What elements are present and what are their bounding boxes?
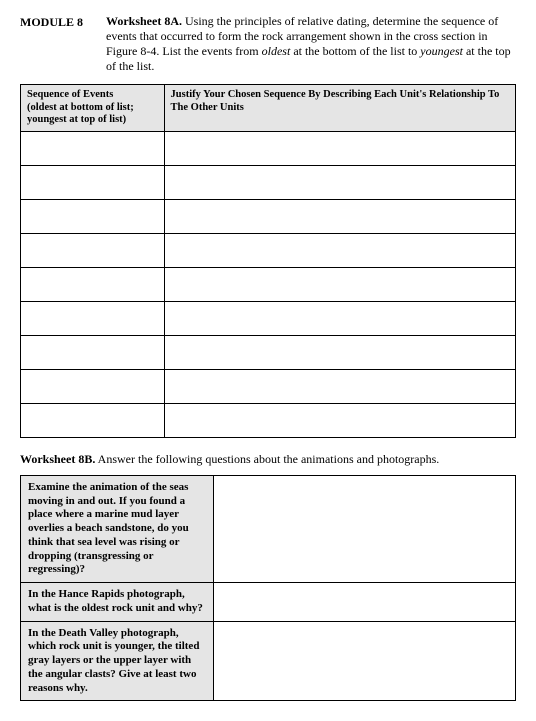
table-row <box>21 199 516 233</box>
question-1: Examine the animation of the seas moving… <box>21 475 214 582</box>
seq-cell[interactable] <box>21 369 165 403</box>
table-row <box>21 267 516 301</box>
table-row: In the Death Valley photograph, which ro… <box>21 621 516 701</box>
answer-cell-3[interactable] <box>214 621 516 701</box>
worksheet-b-instructions: Worksheet 8B. Answer the following quest… <box>20 452 516 467</box>
answer-cell-1[interactable] <box>214 475 516 582</box>
justify-cell[interactable] <box>164 335 515 369</box>
justify-cell[interactable] <box>164 199 515 233</box>
table-row <box>21 335 516 369</box>
questions-table: Examine the animation of the seas moving… <box>20 475 516 702</box>
question-2: In the Hance Rapids photograph, what is … <box>21 583 214 622</box>
question-3: In the Death Valley photograph, which ro… <box>21 621 214 701</box>
seq-cell[interactable] <box>21 301 165 335</box>
sequence-table: Sequence of Events (oldest at bottom of … <box>20 84 516 438</box>
justify-cell[interactable] <box>164 369 515 403</box>
seq-cell[interactable] <box>21 233 165 267</box>
justify-cell[interactable] <box>164 233 515 267</box>
justify-cell[interactable] <box>164 131 515 165</box>
tableA-body <box>21 131 516 437</box>
tableA-header-left-line1: Sequence of Events <box>27 89 113 100</box>
table-row: Examine the animation of the seas moving… <box>21 475 516 582</box>
tableA-header-right: Justify Your Chosen Sequence By Describi… <box>164 85 515 132</box>
instr-youngest: youngest <box>420 44 463 58</box>
table-row <box>21 131 516 165</box>
seq-cell[interactable] <box>21 165 165 199</box>
justify-cell[interactable] <box>164 403 515 437</box>
instr-oldest: oldest <box>262 44 291 58</box>
seq-cell[interactable] <box>21 267 165 301</box>
tableA-header-left: Sequence of Events (oldest at bottom of … <box>21 85 165 132</box>
justify-cell[interactable] <box>164 165 515 199</box>
seq-cell[interactable] <box>21 199 165 233</box>
worksheet-header: MODULE 8 Worksheet 8A. Using the princip… <box>20 14 516 74</box>
tableA-header-left-line2: (oldest at bottom of list; youngest at t… <box>27 102 134 126</box>
worksheet-a-instructions: Worksheet 8A. Using the principles of re… <box>106 14 516 74</box>
table-row <box>21 165 516 199</box>
worksheet-b-text: Answer the following questions about the… <box>95 452 439 466</box>
table-row <box>21 403 516 437</box>
justify-cell[interactable] <box>164 267 515 301</box>
instr-part-2: at the bottom of the list to <box>290 44 420 58</box>
table-row <box>21 301 516 335</box>
table-row <box>21 369 516 403</box>
seq-cell[interactable] <box>21 335 165 369</box>
seq-cell[interactable] <box>21 131 165 165</box>
answer-cell-2[interactable] <box>214 583 516 622</box>
justify-cell[interactable] <box>164 301 515 335</box>
worksheet-b-title: Worksheet 8B. <box>20 452 95 466</box>
table-row: In the Hance Rapids photograph, what is … <box>21 583 516 622</box>
seq-cell[interactable] <box>21 403 165 437</box>
table-row <box>21 233 516 267</box>
worksheet-a-title: Worksheet 8A. <box>106 14 182 28</box>
module-label: MODULE 8 <box>20 14 106 30</box>
